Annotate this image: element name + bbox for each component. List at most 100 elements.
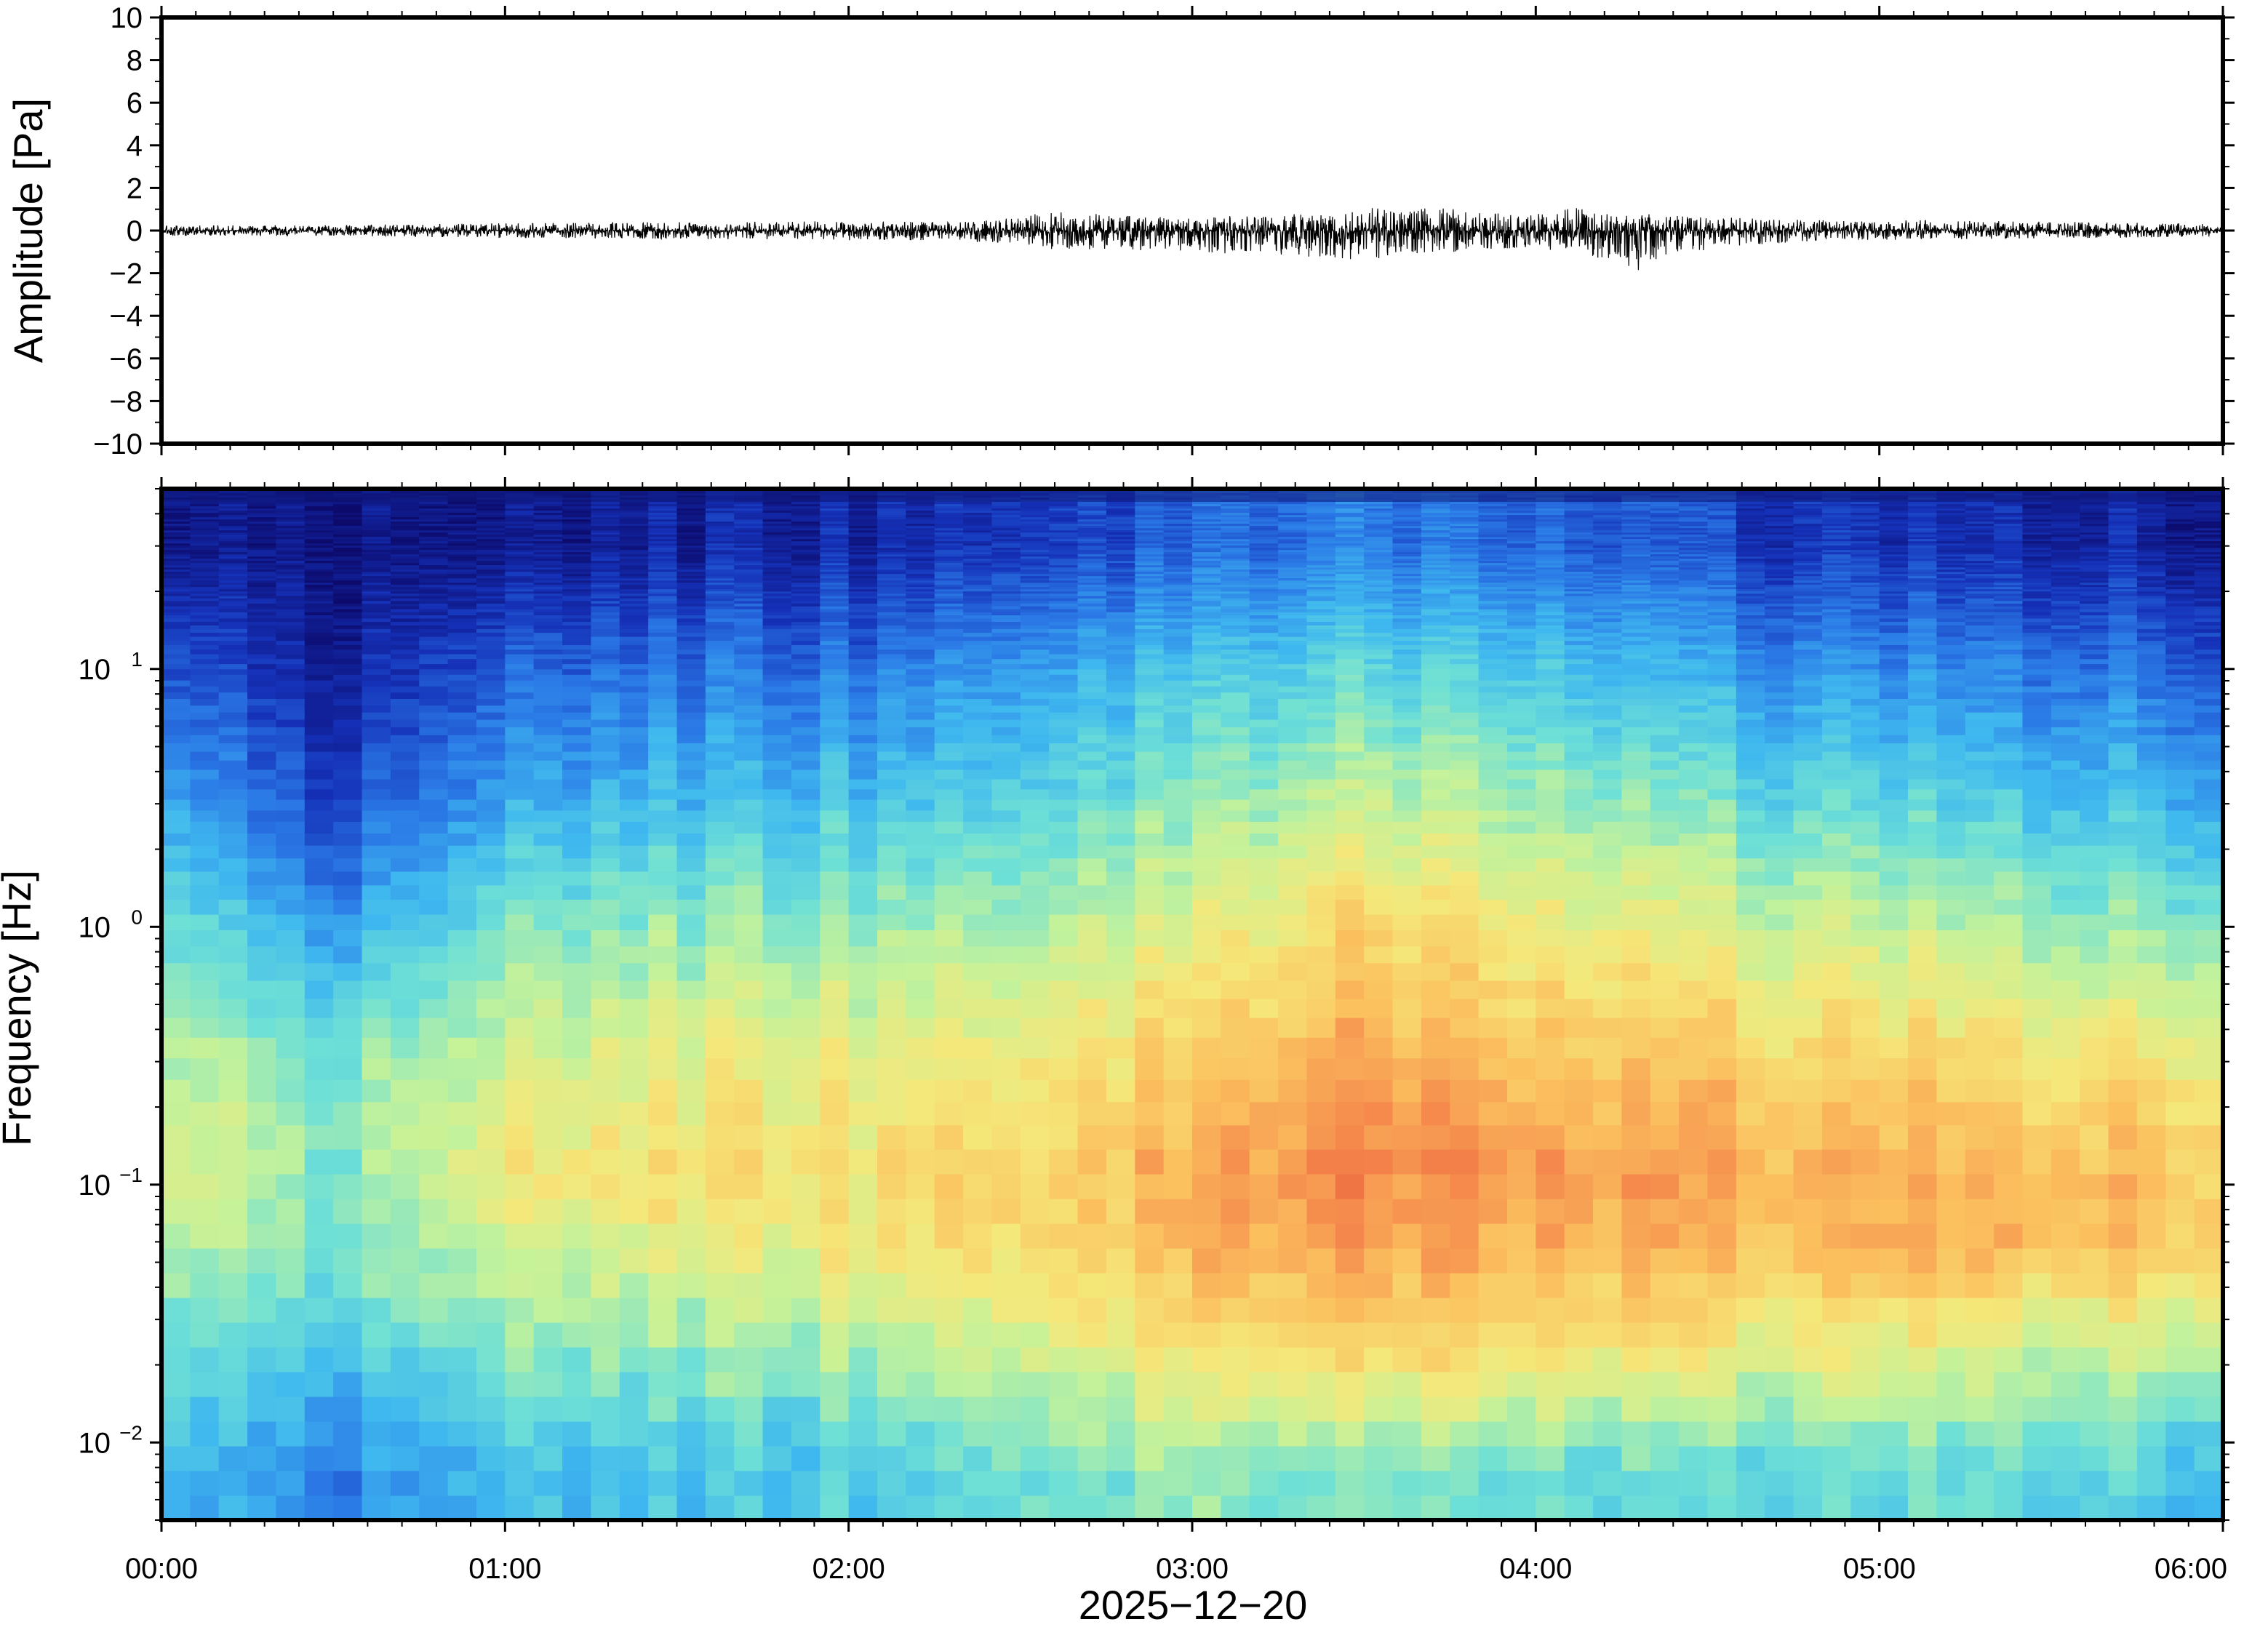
spectrogram-cell: [419, 779, 448, 789]
spectrogram-cell: [877, 871, 906, 886]
spectrogram-cell: [963, 821, 992, 834]
spectrogram-cell: [1078, 899, 1107, 914]
spectrogram-cell: [1078, 1396, 1107, 1422]
spectrogram-cell: [963, 1446, 992, 1471]
spectrogram-cell: [534, 674, 563, 680]
spectrogram-cell: [247, 946, 276, 964]
spectrogram-cell: [1250, 1396, 1279, 1422]
spectrogram-cell: [1078, 858, 1107, 872]
spectrogram-cell: [362, 799, 391, 810]
spectrogram-cell: [1278, 674, 1307, 680]
spectrogram-cell: [190, 609, 219, 612]
spectrogram-cell: [1021, 789, 1050, 800]
spectrogram-cell: [1250, 606, 1279, 609]
spectrogram-cell: [562, 1347, 591, 1372]
spectrogram-cell: [1278, 769, 1307, 780]
spectrogram-cell: [362, 899, 391, 914]
spectrogram-cell: [591, 885, 620, 900]
spectrogram-cell: [219, 1079, 248, 1102]
spectrogram-cell: [991, 649, 1021, 655]
spectrogram-cell: [991, 680, 1021, 687]
spectrogram-cell: [906, 601, 935, 604]
spectrogram-cell: [820, 871, 849, 886]
spectrogram-cell: [591, 649, 620, 655]
spectrogram-cell: [1278, 705, 1307, 713]
spectrogram-cell: [448, 1495, 477, 1521]
spectrogram-cell: [247, 636, 276, 641]
spectrogram-cell: [706, 727, 735, 735]
spectrogram-cell: [333, 1018, 362, 1038]
spectrogram-cell: [1135, 1079, 1164, 1102]
spectrogram-cell: [333, 669, 362, 675]
spectrogram-cell: [505, 712, 534, 720]
spectrogram-cell: [161, 598, 191, 601]
spectrogram-cell: [620, 641, 649, 645]
spectrogram-cell: [935, 1248, 964, 1274]
spectrogram-cell: [820, 1125, 849, 1150]
spectrogram-cell: [219, 698, 248, 705]
spectrogram-cell: [391, 899, 420, 914]
spectrogram-cell: [677, 914, 706, 930]
spectrogram-cell: [476, 980, 506, 999]
spectrogram-cell: [906, 899, 935, 914]
spectrogram-cell: [1135, 598, 1164, 601]
spectrogram-cell: [1164, 743, 1193, 751]
spectrogram-cell: [448, 760, 477, 769]
spectrogram-cell: [391, 885, 420, 900]
spectrogram-cell: [849, 821, 878, 834]
spectrogram-cell: [161, 1396, 191, 1422]
spectrogram-cell: [305, 858, 334, 872]
spectrogram-cell: [677, 1223, 706, 1249]
spectrogram-cell: [276, 946, 305, 964]
spectrogram-cell: [648, 654, 677, 659]
spectrogram-cell: [877, 712, 906, 720]
spectrogram-cell: [620, 612, 649, 615]
spectrogram-cell: [734, 606, 763, 609]
spectrogram-cell: [935, 899, 964, 914]
spectrogram-cell: [706, 760, 735, 769]
spectrogram-cell: [1135, 1125, 1164, 1150]
spectrogram-cell: [763, 664, 792, 670]
spectrogram-cell: [448, 899, 477, 914]
spectrogram-cell: [1278, 1347, 1307, 1372]
spectrogram-cell: [1049, 628, 1078, 633]
spectrogram-cell: [1278, 810, 1307, 822]
spectrogram-cell: [1164, 899, 1193, 914]
spectrogram-cell: [1221, 751, 1250, 761]
spectrogram-cell: [591, 712, 620, 720]
spectrogram-cell: [333, 1421, 362, 1447]
spectrogram-cell: [562, 845, 591, 858]
spectrogram-cell: [963, 1248, 992, 1274]
spectrogram-cell: [562, 779, 591, 789]
spectrogram-cell: [620, 1018, 649, 1038]
spectrogram-cell: [448, 598, 477, 601]
spectrogram-cell: [505, 914, 534, 930]
spectrogram-cell: [591, 999, 620, 1018]
spectrogram-cell: [1221, 727, 1250, 735]
spectrogram-cell: [247, 669, 276, 675]
spectrogram-cell: [906, 810, 935, 822]
spectrogram-cell: [791, 698, 820, 705]
spectrogram-cell: [247, 1495, 276, 1521]
spectrogram-cell: [991, 769, 1021, 780]
spectrogram-cell: [1135, 705, 1164, 713]
spectrogram-cell: [1164, 760, 1193, 769]
spectrogram-cell: [476, 712, 506, 720]
amplitude-tick-label: 4: [127, 130, 143, 162]
spectrogram-cell: [706, 1174, 735, 1199]
spectrogram-cell: [190, 799, 219, 810]
spectrogram-cell: [677, 1298, 706, 1323]
spectrogram-cell: [562, 980, 591, 999]
spectrogram-cell: [1192, 858, 1221, 872]
spectrogram-cell: [963, 999, 992, 1018]
spectrogram-cell: [849, 601, 878, 604]
spectrogram-cell: [1250, 1037, 1279, 1058]
spectrogram-cell: [362, 632, 391, 636]
spectrogram-cell: [706, 664, 735, 670]
spectrogram-cell: [362, 789, 391, 800]
spectrogram-cell: [791, 598, 820, 601]
spectrogram-cell: [362, 1248, 391, 1274]
spectrogram-cell: [448, 769, 477, 780]
spectrogram-cell: [219, 743, 248, 751]
spectrogram-cell: [419, 858, 448, 872]
